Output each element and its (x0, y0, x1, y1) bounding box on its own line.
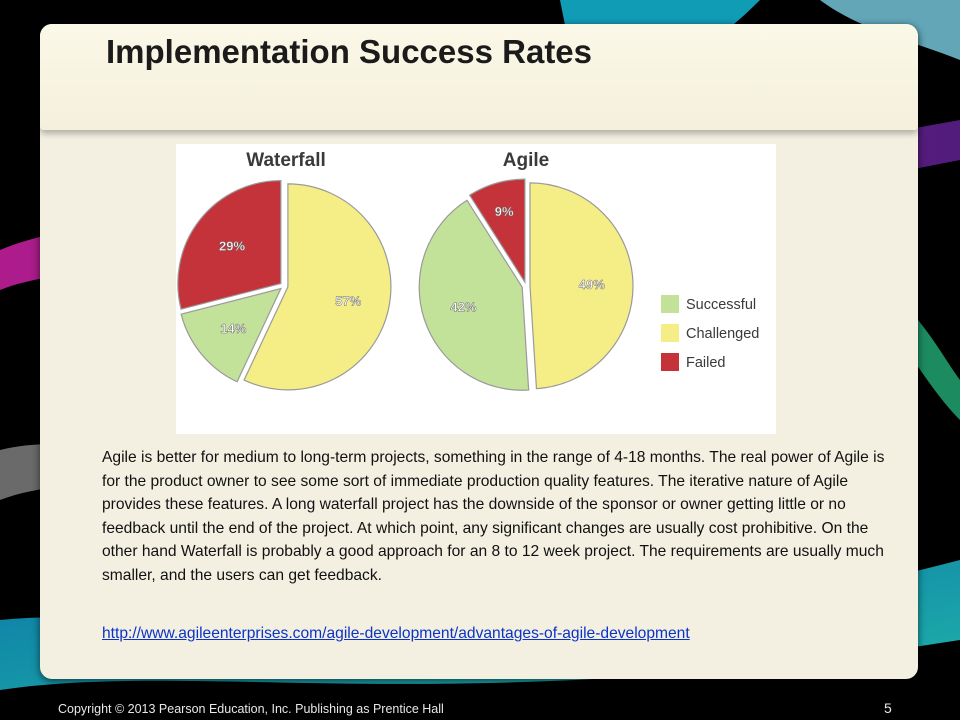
slice-label-agile-failed: 9% (495, 204, 514, 219)
pie-agile: Agile 49% 42% 9% (418, 150, 634, 391)
body-paragraph: Agile is better for medium to long-term … (102, 449, 885, 584)
slice-agile-failed (468, 178, 526, 285)
slice-agile-challenged (529, 182, 634, 390)
legend-label-failed: Failed (686, 355, 726, 371)
legend-swatch-successful (661, 295, 679, 313)
legend-label-successful: Successful (686, 297, 756, 313)
slice-waterfall-successful (180, 287, 283, 383)
page-number: 5 (884, 700, 892, 716)
title-bar (40, 24, 918, 130)
legend-swatch-challenged (661, 324, 679, 342)
slice-label-waterfall-successful: 14% (220, 321, 246, 336)
legend-label-challenged: Challenged (686, 326, 759, 342)
pie-charts-svg: Waterfall 57% 14% 29% Agile 49% 42% 9% Successfu… (177, 150, 759, 391)
pie-charts-figure: Waterfall 57% 14% 29% Agile 49% 42% 9% Successfu… (176, 144, 776, 434)
chart-title-agile: Agile (503, 150, 549, 171)
pie-waterfall: Waterfall 57% 14% 29% (177, 150, 392, 391)
chart-legend: Successful Challenged Failed (661, 295, 759, 371)
slice-label-waterfall-challenged: 57% (335, 293, 361, 308)
slice-label-agile-successful: 42% (450, 299, 476, 314)
slice-agile-successful (418, 199, 530, 391)
source-link[interactable]: http://www.agileenterprises.com/agile-de… (102, 625, 690, 642)
slice-label-agile-challenged: 49% (579, 277, 605, 292)
slice-waterfall-challenged (243, 183, 392, 391)
slide-title: Implementation Success Rates (106, 33, 593, 70)
chart-title-waterfall: Waterfall (246, 150, 326, 171)
slice-label-waterfall-failed: 29% (219, 239, 245, 254)
legend-swatch-failed (661, 353, 679, 371)
slice-waterfall-failed (177, 179, 282, 310)
copyright-footer: Copyright © 2013 Pearson Education, Inc.… (58, 702, 444, 716)
